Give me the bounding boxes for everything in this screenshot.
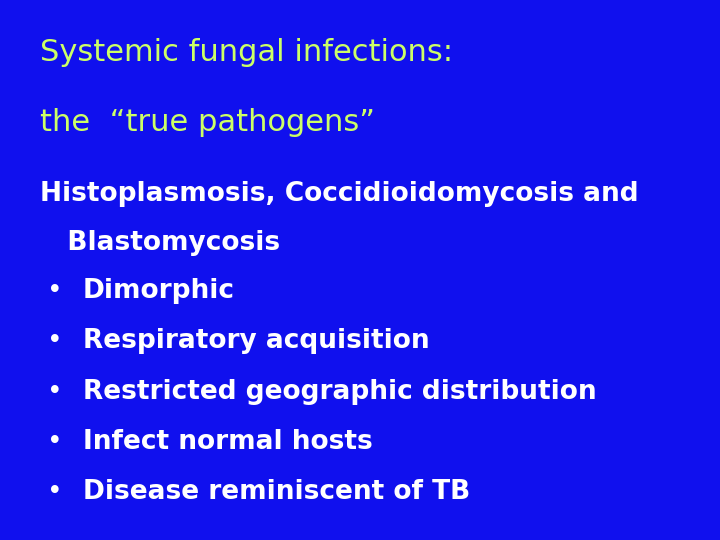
Text: Respiratory acquisition: Respiratory acquisition: [83, 328, 429, 354]
Text: Blastomycosis: Blastomycosis: [40, 230, 280, 255]
Text: Infect normal hosts: Infect normal hosts: [83, 429, 372, 455]
Text: •: •: [47, 479, 63, 505]
Text: Disease reminiscent of TB: Disease reminiscent of TB: [83, 479, 470, 505]
Text: Restricted geographic distribution: Restricted geographic distribution: [83, 379, 596, 404]
Text: Dimorphic: Dimorphic: [83, 278, 235, 304]
Text: •: •: [47, 379, 63, 404]
Text: the  “true pathogens”: the “true pathogens”: [40, 108, 374, 137]
Text: Histoplasmosis, Coccidioidomycosis and: Histoplasmosis, Coccidioidomycosis and: [40, 181, 638, 207]
Text: •: •: [47, 429, 63, 455]
Text: •: •: [47, 328, 63, 354]
Text: Systemic fungal infections:: Systemic fungal infections:: [40, 38, 453, 67]
Text: •: •: [47, 278, 63, 304]
